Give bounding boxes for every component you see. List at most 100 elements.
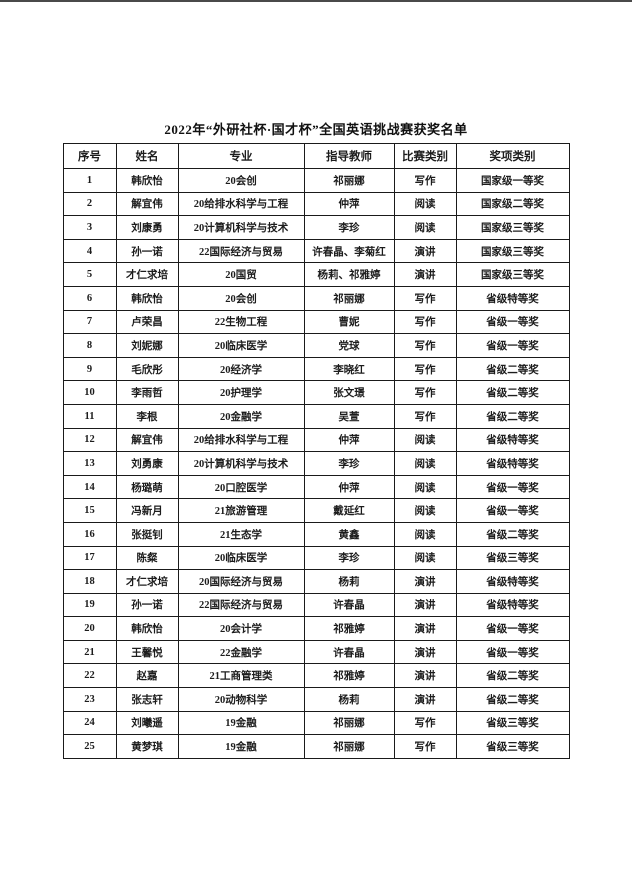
- cell-category: 阅读: [393, 191, 457, 217]
- column-header-category: 比赛类别: [393, 143, 457, 169]
- cell-name: 赵嘉: [115, 663, 179, 689]
- cell-major: 19金融: [177, 710, 305, 736]
- cell-award: 省级特等奖: [455, 569, 570, 594]
- cell-no: 13: [62, 451, 117, 476]
- table-row: 23 张志轩 20动物科学 杨莉 演讲 省级二等奖: [62, 687, 570, 712]
- cell-name: 黄梦琪: [115, 734, 179, 759]
- cell-teacher: 许春晶: [303, 639, 395, 665]
- cell-name: 刘勇康: [115, 451, 179, 476]
- cell-major: 20临床医学: [177, 333, 305, 358]
- table-row: 18 才仁求培 20国际经济与贸易 杨莉 演讲 省级特等奖: [62, 569, 570, 594]
- cell-category: 演讲: [393, 592, 457, 618]
- cell-major: 20会创: [177, 285, 305, 311]
- cell-major: 20计算机科学与技术: [177, 451, 305, 476]
- cell-teacher: 黄鑫: [303, 521, 395, 547]
- cell-teacher: 祁雅婷: [303, 663, 395, 689]
- awards-table-header: 序号 姓名 专业 指导教师 比赛类别 奖项类别: [62, 143, 570, 169]
- cell-award: 省级一等奖: [455, 474, 570, 500]
- cell-no: 12: [62, 427, 117, 453]
- table-row: 20 韩欣怡 20会计学 祁雅婷 演讲 省级一等奖: [62, 616, 570, 641]
- cell-name: 李根: [115, 403, 179, 429]
- cell-major: 20会计学: [177, 616, 305, 641]
- cell-major: 20给排水科学与工程: [177, 427, 305, 453]
- table-row: 9 毛欣彤 20经济学 李晓红 写作 省级二等奖: [62, 356, 570, 382]
- cell-major: 21生态学: [177, 521, 305, 547]
- cell-major: 19金融: [177, 734, 305, 759]
- cell-teacher: 李珍: [303, 215, 395, 240]
- cell-teacher: 李珍: [303, 545, 395, 571]
- cell-major: 20计算机科学与技术: [177, 215, 305, 240]
- table-row: 15 冯新月 21旅游管理 戴延红 阅读 省级一等奖: [62, 498, 570, 523]
- table-row: 1 韩欣怡 20会创 祁丽娜 写作 国家级一等奖: [62, 168, 570, 193]
- cell-name: 韩欣怡: [115, 168, 179, 193]
- cell-no: 16: [62, 521, 117, 547]
- cell-award: 省级特等奖: [455, 285, 570, 311]
- cell-category: 演讲: [393, 663, 457, 689]
- cell-no: 15: [62, 498, 117, 523]
- cell-award: 国家级一等奖: [455, 168, 570, 193]
- cell-teacher: 仲萍: [303, 427, 395, 453]
- cell-category: 写作: [393, 403, 457, 429]
- cell-award: 省级三等奖: [455, 545, 570, 571]
- cell-award: 省级二等奖: [455, 687, 570, 712]
- cell-teacher: 戴延红: [303, 498, 395, 523]
- cell-major: 20口腔医学: [177, 474, 305, 500]
- cell-category: 写作: [393, 309, 457, 335]
- table-row: 13 刘勇康 20计算机科学与技术 李珍 阅读 省级特等奖: [62, 451, 570, 476]
- cell-teacher: 祁丽娜: [303, 168, 395, 193]
- cell-category: 阅读: [393, 427, 457, 453]
- cell-major: 22国际经济与贸易: [177, 238, 305, 264]
- cell-major: 20护理学: [177, 380, 305, 405]
- cell-name: 杨璐萌: [115, 474, 179, 500]
- table-row: 7 卢荣昌 22生物工程 曹妮 写作 省级一等奖: [62, 309, 570, 335]
- cell-major: 20国际经济与贸易: [177, 569, 305, 594]
- table-row: 11 李根 20金融学 吴萱 写作 省级二等奖: [62, 403, 570, 429]
- cell-award: 省级二等奖: [455, 380, 570, 405]
- cell-category: 阅读: [393, 498, 457, 523]
- cell-major: 21旅游管理: [177, 498, 305, 523]
- column-header-teacher: 指导教师: [303, 143, 395, 169]
- cell-category: 演讲: [393, 616, 457, 641]
- cell-category: 阅读: [393, 451, 457, 476]
- cell-category: 演讲: [393, 687, 457, 712]
- cell-name: 张志轩: [115, 687, 179, 712]
- cell-category: 写作: [393, 710, 457, 736]
- cell-name: 解宜伟: [115, 427, 179, 453]
- cell-category: 写作: [393, 734, 457, 759]
- cell-award: 省级二等奖: [455, 356, 570, 382]
- cell-teacher: 祁丽娜: [303, 285, 395, 311]
- cell-category: 写作: [393, 380, 457, 405]
- cell-category: 演讲: [393, 262, 457, 287]
- cell-major: 20经济学: [177, 356, 305, 382]
- table-row: 21 王馨悦 22金融学 许春晶 演讲 省级一等奖: [62, 639, 570, 665]
- column-header-major: 专业: [177, 143, 305, 169]
- cell-no: 24: [62, 710, 117, 736]
- cell-teacher: 曹妮: [303, 309, 395, 335]
- cell-no: 17: [62, 545, 117, 571]
- cell-category: 阅读: [393, 474, 457, 500]
- column-header-no: 序号: [62, 143, 117, 169]
- cell-name: 毛欣彤: [115, 356, 179, 382]
- cell-major: 22国际经济与贸易: [177, 592, 305, 618]
- table-row: 24 刘曦遥 19金融 祁丽娜 写作 省级三等奖: [62, 710, 570, 736]
- table-row: 17 陈粲 20临床医学 李珍 阅读 省级三等奖: [62, 545, 570, 571]
- awards-table: 序号 姓名 专业 指导教师 比赛类别 奖项类别 1 韩欣怡 20会创 祁丽娜 写作 国家级一等奖 2 解…: [62, 143, 570, 759]
- table-row: 6 韩欣怡 20会创 祁丽娜 写作 省级特等奖: [62, 285, 570, 311]
- cell-award: 省级一等奖: [455, 333, 570, 358]
- cell-teacher: 仲萍: [303, 474, 395, 500]
- cell-name: 孙一诺: [115, 592, 179, 618]
- cell-award: 国家级三等奖: [455, 215, 570, 240]
- cell-no: 3: [62, 215, 117, 240]
- cell-teacher: 张文璟: [303, 380, 395, 405]
- cell-category: 写作: [393, 356, 457, 382]
- cell-award: 省级一等奖: [455, 498, 570, 523]
- cell-award: 省级三等奖: [455, 710, 570, 736]
- table-row: 2 解宜伟 20给排水科学与工程 仲萍 阅读 国家级二等奖: [62, 191, 570, 217]
- cell-category: 演讲: [393, 238, 457, 264]
- cell-major: 20动物科学: [177, 687, 305, 712]
- cell-award: 省级一等奖: [455, 309, 570, 335]
- cell-teacher: 党球: [303, 333, 395, 358]
- cell-award: 省级特等奖: [455, 592, 570, 618]
- cell-no: 18: [62, 569, 117, 594]
- table-row: 3 刘康勇 20计算机科学与技术 李珍 阅读 国家级三等奖: [62, 215, 570, 240]
